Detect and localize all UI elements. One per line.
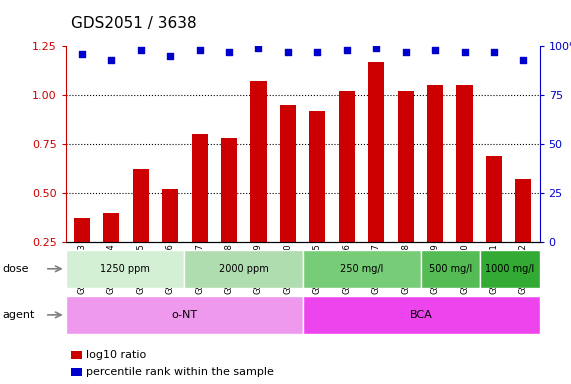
Text: BCA: BCA	[410, 310, 432, 320]
Bar	[397, 91, 414, 242]
Text: 250 mg/l: 250 mg/l	[340, 264, 384, 274]
Bar	[162, 189, 178, 242]
Bar	[456, 85, 473, 242]
Point	[313, 49, 322, 55]
Bar	[303, 296, 540, 334]
Bar	[66, 296, 303, 334]
Point	[460, 49, 469, 55]
Point	[254, 45, 263, 51]
Text: agent: agent	[3, 310, 35, 320]
Text: 1250 ppm: 1250 ppm	[100, 264, 150, 274]
Text: log10 ratio: log10 ratio	[86, 350, 146, 360]
Text: dose: dose	[3, 264, 29, 274]
Point	[224, 49, 234, 55]
Point	[166, 53, 175, 59]
Text: percentile rank within the sample: percentile rank within the sample	[86, 367, 274, 377]
Point	[401, 49, 410, 55]
Bar	[132, 169, 149, 242]
Point	[489, 49, 498, 55]
Bar	[250, 81, 267, 242]
Bar	[515, 179, 532, 242]
Text: o-NT: o-NT	[171, 310, 197, 320]
Text: 500 mg/l: 500 mg/l	[429, 264, 472, 274]
Point	[519, 57, 528, 63]
Text: GDS2051 / 3638: GDS2051 / 3638	[71, 16, 197, 31]
Bar	[480, 250, 540, 288]
Point	[283, 49, 292, 55]
Bar	[191, 134, 208, 242]
Bar	[184, 250, 303, 288]
Bar	[66, 250, 184, 288]
Point	[195, 47, 204, 53]
Bar	[74, 218, 90, 242]
Bar	[486, 156, 502, 242]
Text: 1000 mg/l: 1000 mg/l	[485, 264, 534, 274]
Bar	[339, 91, 355, 242]
Bar	[427, 85, 443, 242]
Bar	[309, 111, 325, 242]
Text: 2000 ppm: 2000 ppm	[219, 264, 268, 274]
Point	[136, 47, 145, 53]
Bar	[368, 62, 384, 242]
Point	[431, 47, 440, 53]
Point	[372, 45, 381, 51]
Bar	[421, 250, 480, 288]
Bar	[303, 250, 421, 288]
Point	[107, 57, 116, 63]
Bar	[221, 138, 237, 242]
Point	[77, 51, 86, 57]
Bar	[280, 105, 296, 242]
Point	[342, 47, 351, 53]
Bar	[103, 213, 119, 242]
